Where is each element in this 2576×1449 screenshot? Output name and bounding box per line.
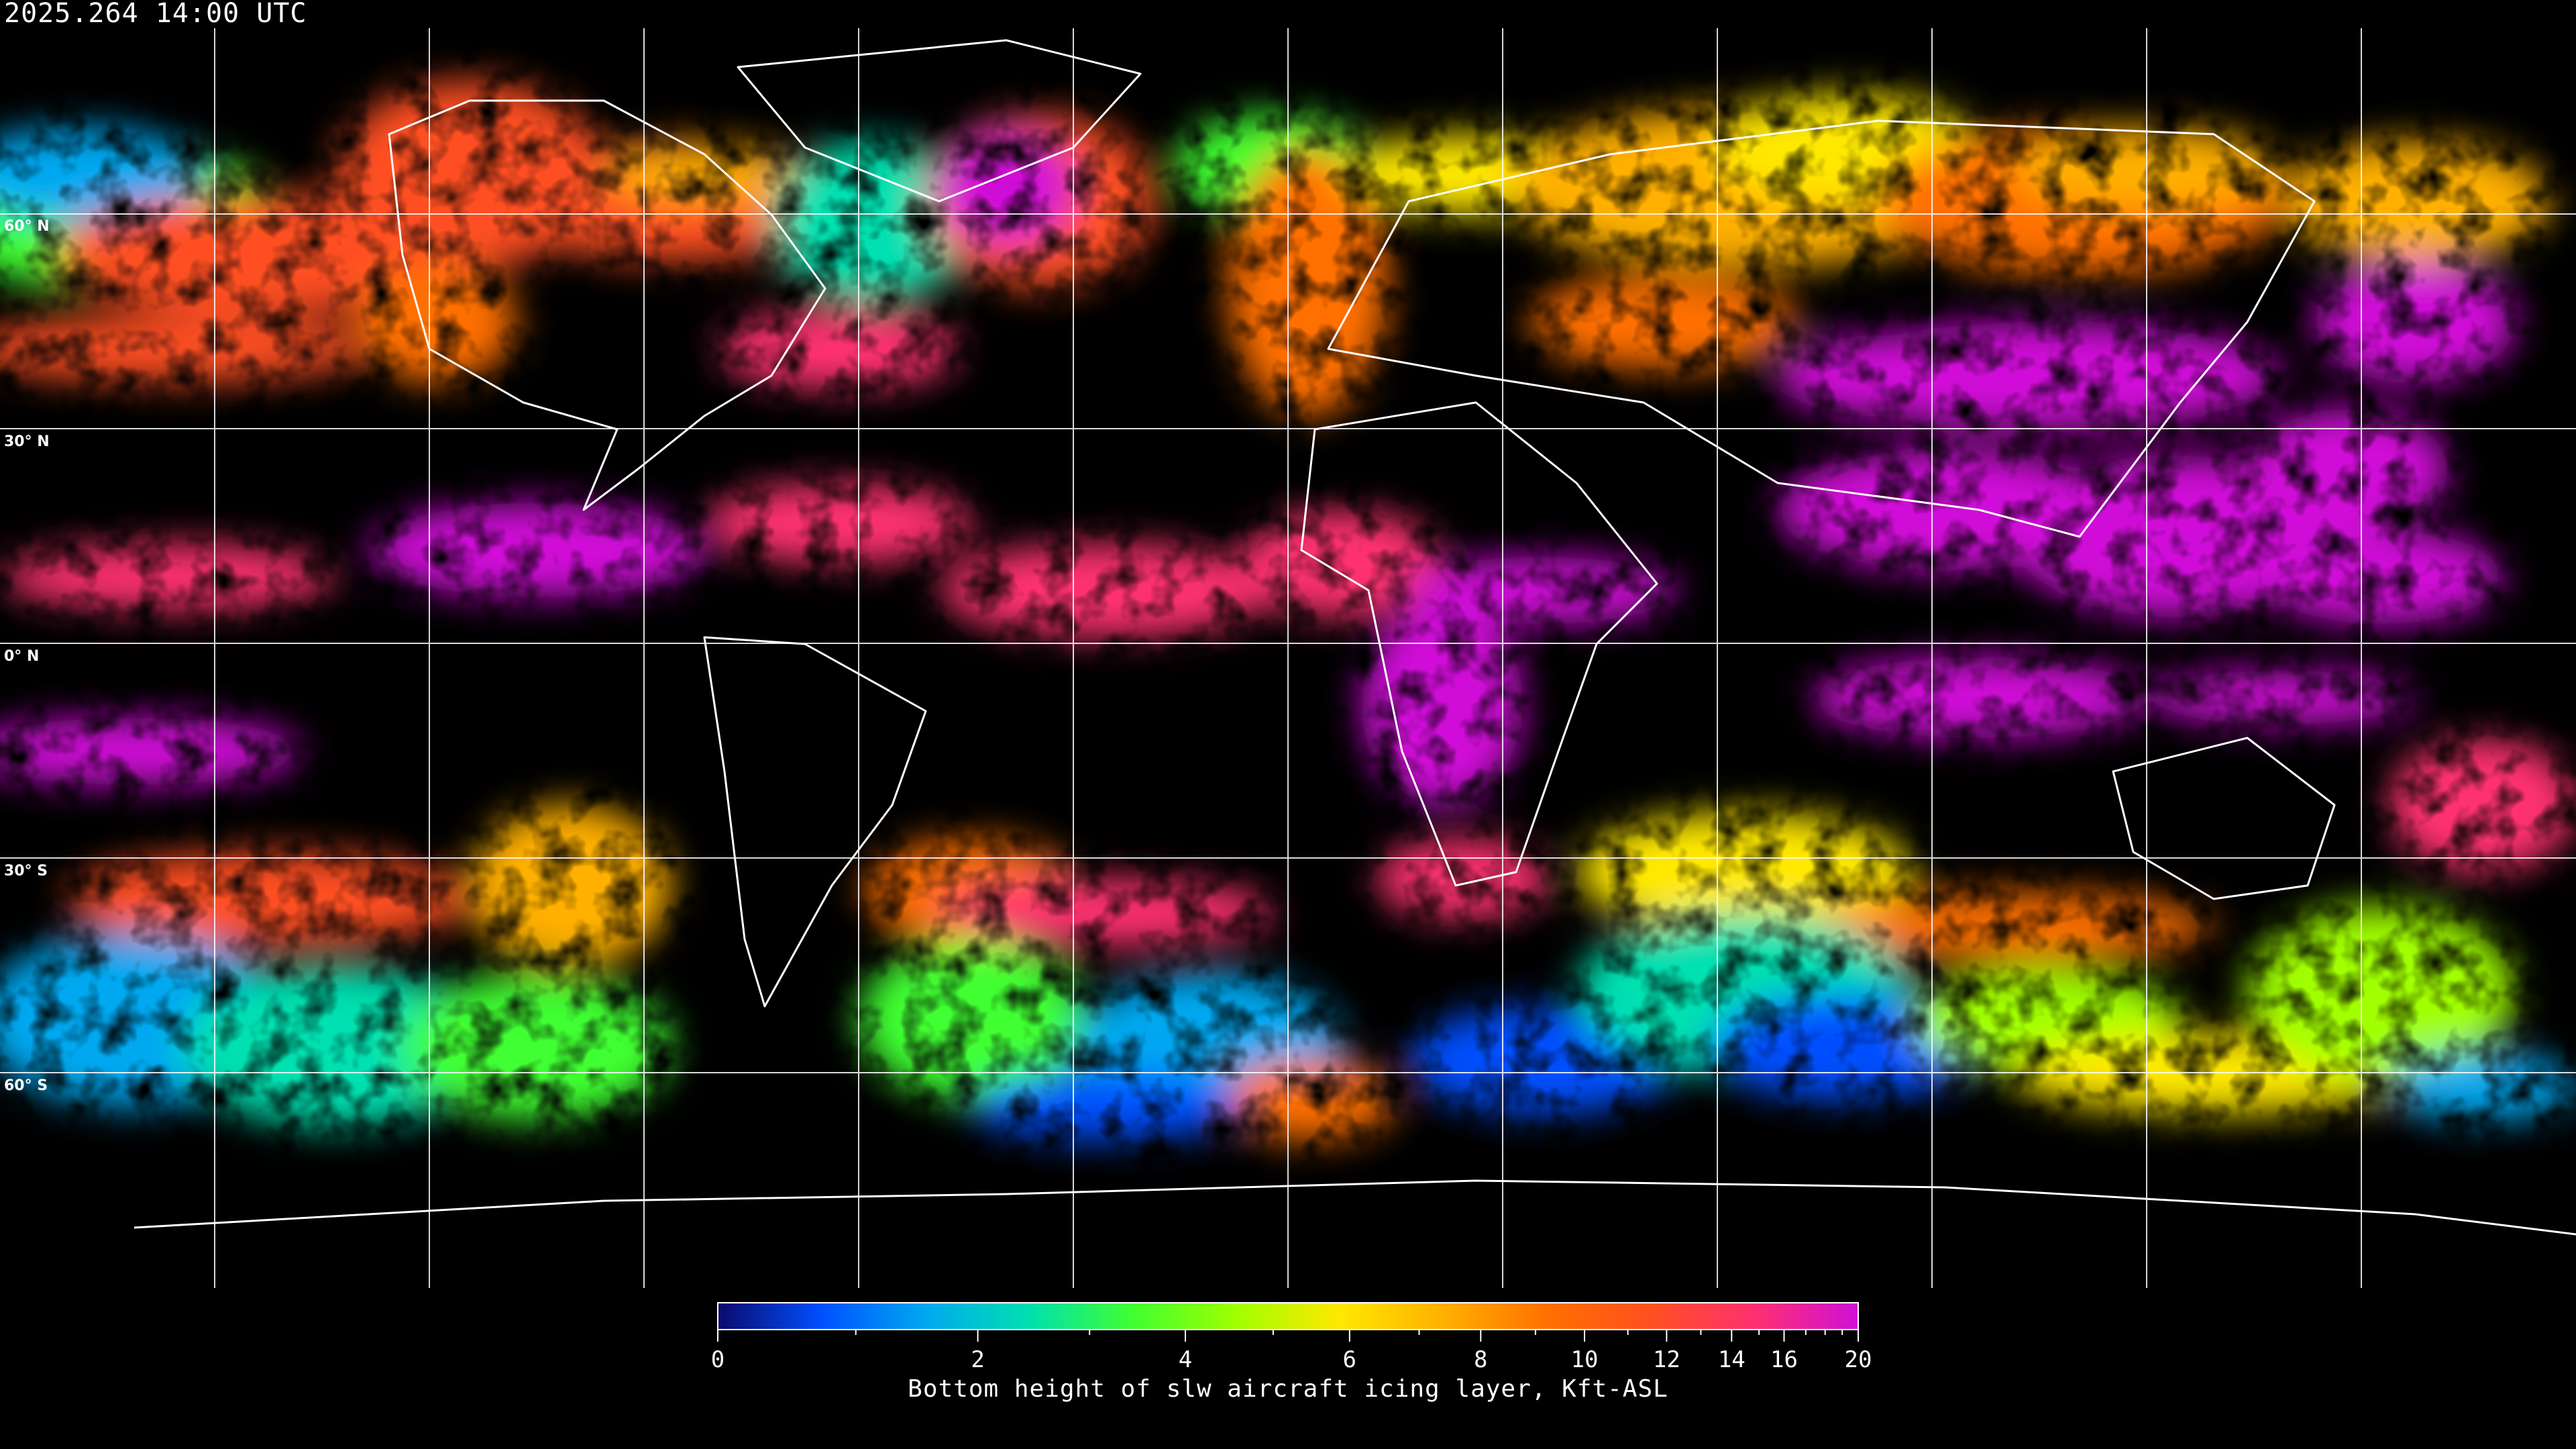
colorbar-tick-label: 14 bbox=[1718, 1346, 1746, 1373]
timestamp: 2025.264 14:00 UTC bbox=[4, 0, 307, 29]
colorbar-tick-label: 4 bbox=[1179, 1346, 1192, 1373]
lat-label-30s: 30° S bbox=[4, 863, 48, 879]
colorbar-tick-label: 2 bbox=[971, 1346, 984, 1373]
colorbar-tick-label: 10 bbox=[1571, 1346, 1599, 1373]
colorbar-tick-label: 8 bbox=[1474, 1346, 1487, 1373]
colorbar-tick-label: 20 bbox=[1845, 1346, 1872, 1373]
lat-label-60s: 60° S bbox=[4, 1077, 48, 1094]
icing-map bbox=[0, 0, 2576, 1288]
colorbar: 0 2 4 6 8 10 12 14 16 20 Bottom height of slw air… bbox=[0, 1288, 2576, 1449]
colorbar-tick-label: 16 bbox=[1770, 1346, 1798, 1373]
coastline bbox=[1327, 119, 2316, 538]
colorbar-tick-label: 12 bbox=[1653, 1346, 1680, 1373]
colorbar-tick-label: 6 bbox=[1343, 1346, 1356, 1373]
colorbar-title: Bottom height of slw aircraft icing laye… bbox=[908, 1375, 1668, 1403]
coastline bbox=[133, 1179, 2576, 1236]
coastline bbox=[1300, 401, 1658, 887]
coastline bbox=[703, 636, 927, 1008]
lat-label-30n: 30° N bbox=[4, 433, 50, 450]
colorbar-tick-label: 0 bbox=[711, 1346, 724, 1373]
coastline bbox=[388, 99, 826, 511]
lat-label-0: 0° N bbox=[4, 648, 40, 665]
lat-label-60n: 60° N bbox=[4, 218, 50, 235]
coastlines bbox=[133, 39, 2576, 1236]
colorbar-gradient bbox=[717, 1302, 1859, 1330]
lat-lon-grid bbox=[0, 28, 2576, 1288]
coastline bbox=[2112, 737, 2336, 900]
